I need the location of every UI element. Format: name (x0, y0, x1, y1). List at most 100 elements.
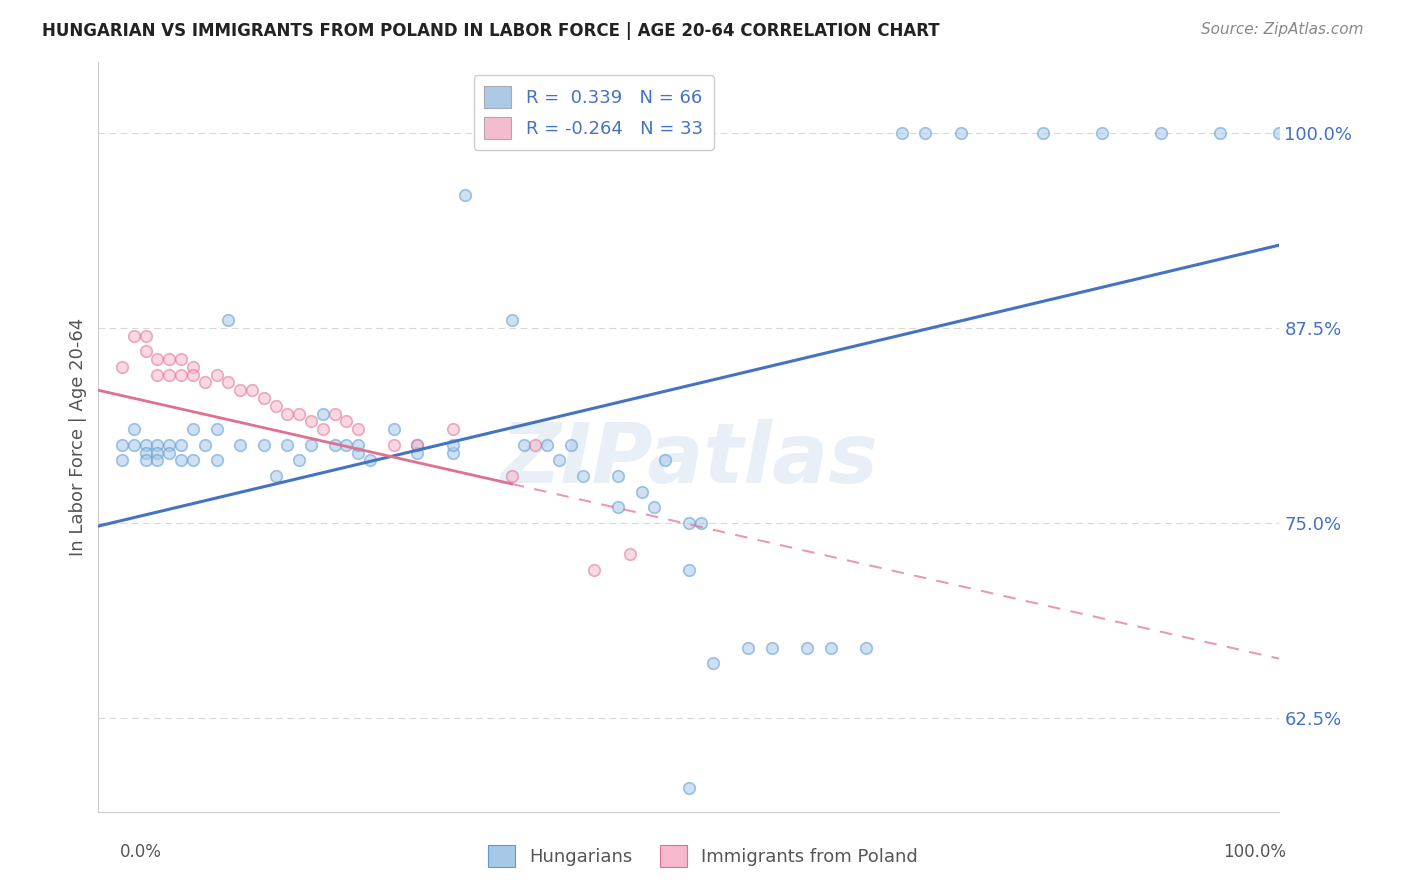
Point (737, 640, 759, 655)
Point (335, 438, 357, 452)
Text: 0.0%: 0.0% (120, 843, 162, 861)
Point (949, 126, 972, 140)
Point (181, 422, 204, 436)
Point (347, 445, 370, 459)
Point (1209, 126, 1232, 140)
Point (205, 422, 228, 436)
Text: HUNGARIAN VS IMMIGRANTS FROM POLAND IN LABOR FORCE | AGE 20-64 CORRELATION CHART: HUNGARIAN VS IMMIGRANTS FROM POLAND IN L… (42, 22, 939, 40)
Point (170, 351, 193, 366)
Point (312, 422, 335, 436)
Point (323, 407, 346, 421)
Point (299, 438, 322, 452)
Point (276, 438, 298, 452)
Point (146, 445, 169, 459)
Point (264, 469, 287, 483)
Point (1091, 126, 1114, 140)
Text: 100.0%: 100.0% (1223, 843, 1286, 861)
Point (122, 438, 145, 452)
Point (135, 453, 157, 467)
Point (406, 438, 429, 452)
Point (157, 351, 180, 366)
Point (146, 438, 169, 452)
Y-axis label: In Labor Force | Age 20-64: In Labor Force | Age 20-64 (69, 318, 87, 557)
Point (229, 438, 252, 452)
Point (194, 376, 217, 390)
Point (890, 126, 912, 140)
Point (571, 469, 593, 483)
Point (347, 422, 370, 436)
Point (1268, 126, 1291, 140)
Point (630, 484, 652, 499)
Point (217, 376, 239, 390)
Text: ZIPatlas: ZIPatlas (501, 419, 877, 500)
Point (181, 359, 204, 374)
Point (157, 368, 180, 382)
Point (441, 438, 464, 452)
Point (441, 445, 464, 459)
Point (643, 500, 665, 515)
Point (146, 368, 169, 382)
Point (560, 438, 582, 452)
Point (406, 438, 429, 452)
Point (382, 422, 405, 436)
Point (678, 781, 700, 796)
Point (347, 438, 370, 452)
Point (654, 453, 676, 467)
Point (1150, 126, 1173, 140)
Point (607, 500, 630, 515)
Point (217, 313, 239, 327)
Point (914, 126, 936, 140)
Point (323, 438, 346, 452)
Point (253, 391, 276, 405)
Point (406, 445, 429, 459)
Point (501, 313, 523, 327)
Point (619, 547, 641, 561)
Point (820, 640, 842, 655)
Point (111, 359, 134, 374)
Point (689, 516, 711, 530)
Point (157, 445, 180, 459)
Point (122, 328, 145, 343)
Point (678, 563, 700, 577)
Point (512, 438, 534, 452)
Point (548, 453, 571, 467)
Point (135, 445, 157, 459)
Point (1032, 126, 1054, 140)
Point (288, 453, 311, 467)
Point (253, 438, 276, 452)
Point (299, 414, 322, 428)
Point (146, 453, 169, 467)
Point (359, 453, 381, 467)
Point (678, 516, 700, 530)
Point (583, 563, 606, 577)
Legend: Hungarians, Immigrants from Poland: Hungarians, Immigrants from Poland (481, 838, 925, 874)
Point (205, 453, 228, 467)
Point (382, 438, 405, 452)
Point (501, 469, 523, 483)
Point (536, 438, 558, 452)
Point (135, 328, 157, 343)
Point (607, 469, 630, 483)
Point (453, 188, 475, 202)
Point (288, 407, 311, 421)
Point (181, 453, 204, 467)
Point (335, 414, 357, 428)
Point (240, 383, 263, 397)
Point (194, 438, 217, 452)
Point (276, 407, 298, 421)
Point (264, 399, 287, 413)
Point (170, 368, 193, 382)
Point (855, 640, 877, 655)
Point (122, 422, 145, 436)
Point (170, 453, 193, 467)
Point (524, 438, 547, 452)
Point (229, 383, 252, 397)
Text: Source: ZipAtlas.com: Source: ZipAtlas.com (1201, 22, 1364, 37)
Point (761, 640, 783, 655)
Point (205, 368, 228, 382)
Point (702, 657, 724, 671)
Point (135, 344, 157, 359)
Point (146, 351, 169, 366)
Point (312, 407, 335, 421)
Point (181, 368, 204, 382)
